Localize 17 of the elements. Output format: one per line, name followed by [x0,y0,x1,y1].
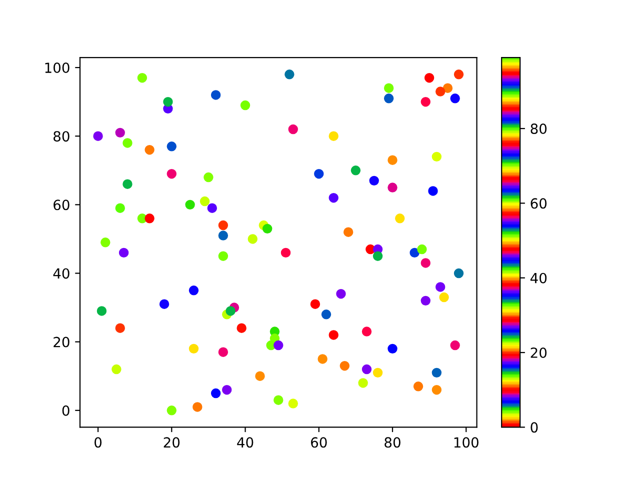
x-tick-label: 20 [164,437,180,448]
y-tick-label: 40 [53,268,70,279]
x-tick-label: 0 [94,437,102,448]
color-bar-label: 40 [530,272,547,284]
color-bar-label: 80 [530,124,547,134]
y-tick-label: 0 [62,405,70,416]
color-bar-label: 60 [530,198,547,209]
color-bar-label: 20 [530,348,547,358]
y-tick-label: 60 [54,200,70,210]
y-tick-label: 80 [54,131,70,142]
x-tick-label: 100 [454,437,478,448]
color-bar-label: 0 [530,422,538,433]
x-tick-label: 40 [237,437,254,448]
y-tick-label: 100 [45,62,70,74]
x-tick-label: 80 [384,437,400,448]
y-tick-label: 20 [54,336,70,348]
x-tick-label: 60 [311,437,327,448]
